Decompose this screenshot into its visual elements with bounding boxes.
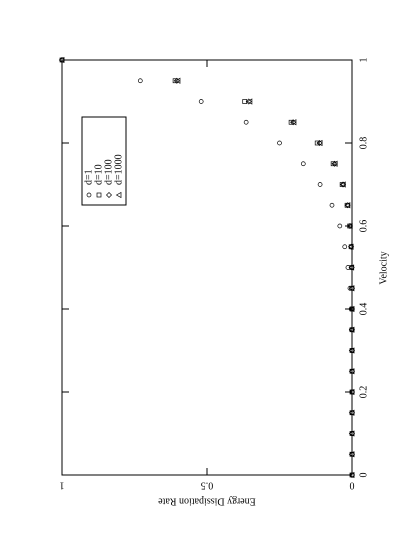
marker [349,389,355,395]
y-tick-label: 1 [60,480,65,491]
legend-box [81,116,127,206]
marker [349,368,355,375]
x-tick-label: 1 [358,58,369,63]
legend-marker [86,192,92,198]
marker [349,472,355,478]
marker [348,409,355,416]
marker [349,306,355,312]
marker [348,451,355,458]
y-tick-label: 0.5 [201,480,214,491]
marker [349,409,355,416]
marker [342,244,348,250]
marker [349,430,355,437]
marker [337,223,343,229]
marker [173,77,180,84]
marker [316,139,323,147]
marker [246,98,253,105]
marker [348,243,355,250]
marker [277,140,282,146]
marker [243,119,249,125]
marker [340,181,346,188]
marker [349,347,355,354]
legend-label: d=1000 [113,154,124,185]
marker [348,471,355,479]
marker [349,451,355,458]
marker [174,77,181,84]
marker [348,285,355,292]
x-tick-label: 0.8 [358,137,369,150]
marker [317,182,323,187]
x-axis-label: Velocity [378,251,389,284]
marker [198,99,204,104]
marker [245,98,252,105]
legend-label: d=100 [103,159,114,185]
legend-label: d=1 [83,169,94,185]
marker [348,326,355,333]
x-tick-label: 0.2 [358,386,369,399]
marker [348,347,355,354]
legend-marker [106,192,112,198]
marker [137,78,143,84]
marker [330,161,336,167]
marker [329,202,335,208]
marker [59,57,65,63]
marker [347,222,353,230]
legend-label: d=10 [93,164,104,185]
y-axis-label: Energy Dissipation Rate [158,496,256,507]
marker [348,305,355,313]
marker [331,160,338,167]
x-tick-label: 0 [358,473,369,478]
x-tick-label: 0.6 [358,220,369,233]
marker [349,285,355,292]
legend-marker [115,191,122,199]
rotated-plot: Velocity Energy Dissipation Rate 0 0.2 0.4… [58,56,389,507]
marker [314,140,320,146]
marker [344,202,351,209]
marker [347,243,354,250]
marker [58,56,65,64]
marker [349,326,355,333]
marker [348,264,355,271]
marker [300,161,306,167]
marker [348,388,355,396]
marker [288,119,294,125]
marker [290,119,297,126]
marker [290,119,297,126]
marker [348,264,355,271]
legend-marker [96,192,102,198]
x-tick-label: 0.4 [358,303,369,316]
plot-frame [61,59,353,476]
marker [348,368,355,375]
y-tick-label: 0 [350,480,355,491]
marker [172,78,178,84]
marker [348,430,355,437]
